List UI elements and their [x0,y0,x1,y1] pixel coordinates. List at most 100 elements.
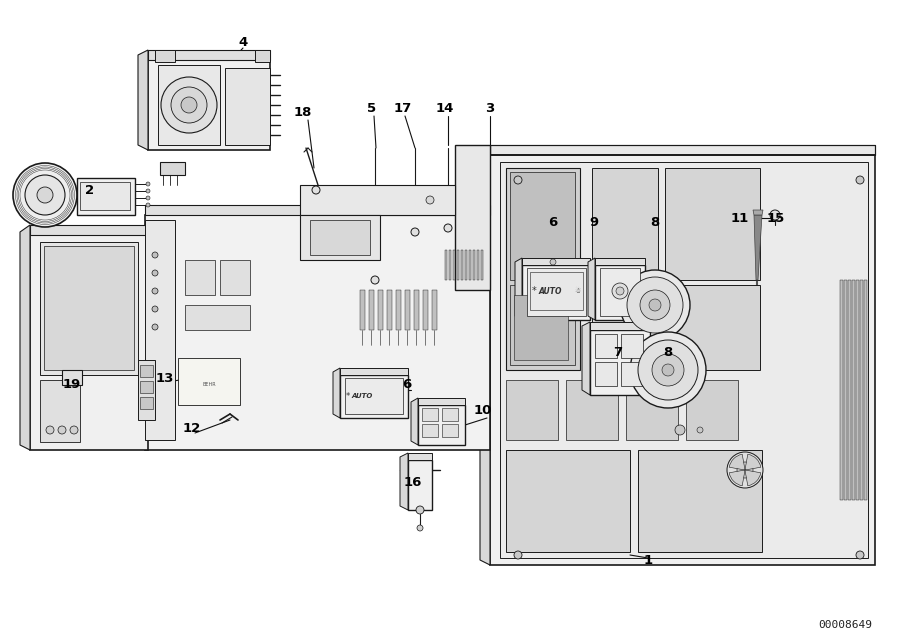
Polygon shape [255,50,270,62]
Polygon shape [621,362,643,386]
Polygon shape [422,424,438,437]
Polygon shape [510,285,575,365]
Polygon shape [369,290,374,330]
Polygon shape [566,380,618,440]
Polygon shape [465,250,467,280]
Circle shape [58,426,66,434]
Text: 18: 18 [293,105,312,119]
Polygon shape [522,265,590,320]
Circle shape [146,203,150,207]
Text: 8: 8 [663,345,672,359]
Text: 9: 9 [590,217,598,229]
Polygon shape [80,182,130,210]
Circle shape [627,277,683,333]
Polygon shape [754,215,762,280]
Polygon shape [844,280,847,500]
Circle shape [727,452,763,488]
Polygon shape [530,272,583,310]
Polygon shape [592,168,658,280]
Polygon shape [442,408,458,421]
Circle shape [675,425,685,435]
Circle shape [181,97,197,113]
Circle shape [444,224,452,232]
Polygon shape [77,178,135,215]
Polygon shape [300,215,380,260]
Circle shape [146,182,150,186]
Polygon shape [686,380,738,440]
Polygon shape [62,370,82,385]
Polygon shape [621,334,643,358]
Polygon shape [864,280,867,500]
Polygon shape [408,460,432,510]
Text: 10: 10 [473,403,492,417]
Polygon shape [422,408,438,421]
Circle shape [856,551,864,559]
Polygon shape [340,368,408,375]
Text: 7: 7 [614,345,623,359]
Polygon shape [418,405,465,445]
Polygon shape [138,360,155,420]
Circle shape [152,270,158,276]
Polygon shape [600,268,640,316]
Polygon shape [155,50,175,62]
Polygon shape [220,260,250,295]
Polygon shape [145,205,490,215]
Polygon shape [453,250,455,280]
Polygon shape [310,220,370,255]
Polygon shape [185,260,215,295]
Polygon shape [590,330,650,395]
Circle shape [152,288,158,294]
Circle shape [13,163,77,227]
Circle shape [37,187,53,203]
Polygon shape [40,242,138,375]
Polygon shape [506,450,630,552]
Polygon shape [445,250,447,280]
Text: 12: 12 [183,422,201,434]
Polygon shape [30,235,148,450]
Polygon shape [481,250,483,280]
Polygon shape [461,250,463,280]
Circle shape [737,462,753,478]
Text: 3: 3 [485,102,495,114]
Text: 2: 2 [86,184,94,196]
Polygon shape [44,246,134,370]
Polygon shape [490,155,875,565]
Circle shape [640,290,670,320]
Polygon shape [418,398,465,405]
Polygon shape [387,290,392,330]
Polygon shape [626,380,678,440]
Circle shape [416,506,424,514]
Polygon shape [860,280,863,500]
Text: 1: 1 [644,554,652,566]
Bar [140,365,153,377]
Text: 19: 19 [63,378,81,392]
Circle shape [46,426,54,434]
Polygon shape [300,185,455,215]
Polygon shape [480,155,490,565]
Text: BEHR: BEHR [202,382,216,387]
Polygon shape [449,250,451,280]
Circle shape [152,252,158,258]
Polygon shape [411,398,418,445]
Polygon shape [500,162,868,558]
Polygon shape [457,250,459,280]
Circle shape [620,270,690,340]
Text: 4: 4 [238,36,248,48]
Polygon shape [514,295,568,360]
Polygon shape [527,268,586,316]
Circle shape [417,525,423,531]
Circle shape [371,276,379,284]
Text: 00008649: 00008649 [818,620,872,630]
Polygon shape [423,290,428,330]
Polygon shape [396,290,401,330]
Polygon shape [145,220,175,440]
Polygon shape [595,265,645,320]
Text: 13: 13 [156,371,175,385]
Polygon shape [145,215,490,450]
Polygon shape [333,368,340,418]
Circle shape [146,196,150,200]
Polygon shape [588,258,595,320]
Polygon shape [178,358,240,405]
Circle shape [697,427,703,433]
Circle shape [171,87,207,123]
